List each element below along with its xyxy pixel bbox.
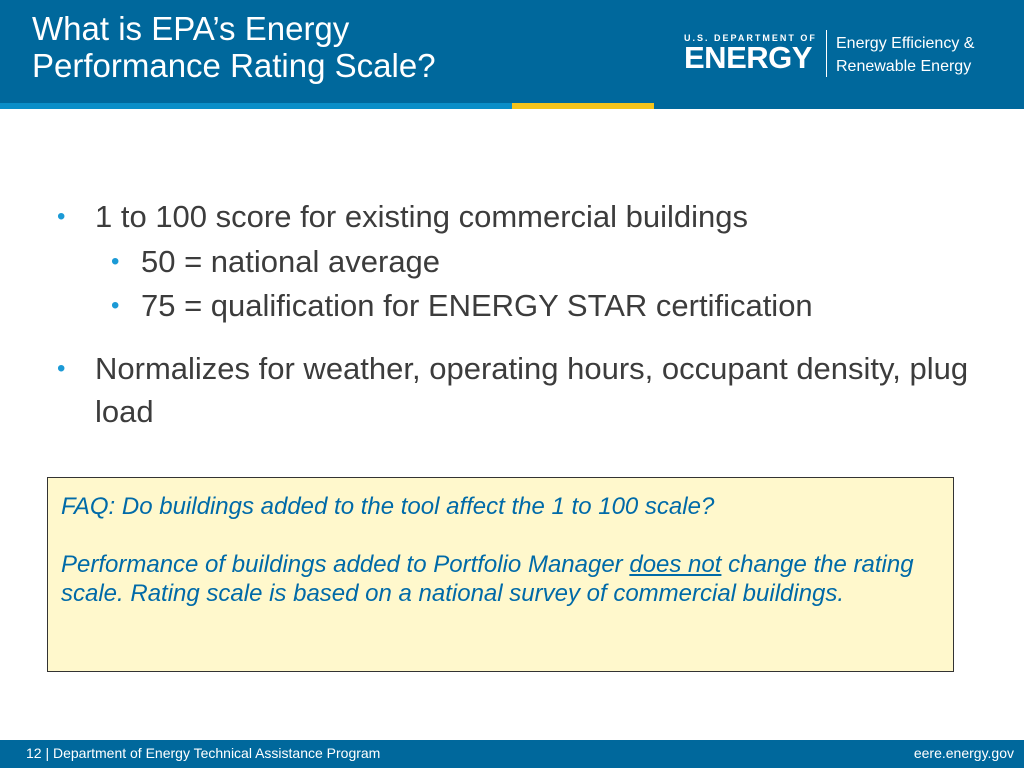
bullet-text: 50 = national average [141,244,441,279]
bullet-text: 1 to 100 score for existing commercial b… [95,199,749,234]
logo-office-name: Energy Efficiency & Renewable Energy [836,32,974,78]
faq-box: FAQ: Do buildings added to the tool affe… [47,477,954,672]
title-line-2: Performance Rating Scale? [32,47,436,84]
slide-header: What is EPA’s Energy Performance Rating … [0,0,1024,103]
footer-page-label: 12 | Department of Energy Technical Assi… [26,745,381,761]
page-title: What is EPA’s Energy Performance Rating … [32,10,592,84]
doe-eere-logo: U.S. DEPARTMENT OF ENERGY Energy Efficie… [684,30,1014,78]
accent-bar-blue-segment [0,103,512,109]
faq-answer: Performance of buildings added to Portfo… [61,550,946,608]
faq-answer-start: Performance of buildings added to Portfo… [61,551,630,578]
slide-footer: 12 | Department of Energy Technical Assi… [0,740,1024,768]
faq-answer-end: change the rating scale. Rating scale is… [61,551,914,607]
sub-bullet-energy-star: • 75 = qualification for ENERGY STAR cer… [111,284,991,327]
bullet-dot-icon: • [111,248,120,275]
bullet-normalizes: • Normalizes for weather, operating hour… [57,347,975,433]
logo-divider [826,30,827,77]
logo-office-line-2: Renewable Energy [836,58,972,75]
bullet-dot-icon: • [111,292,120,319]
bullet-text: Normalizes for weather, operating hours,… [95,351,969,429]
sub-bullet-national-average: • 50 = national average [111,240,961,283]
bullet-score-range: • 1 to 100 score for existing commercial… [57,195,975,238]
faq-answer-emphasis: does not [629,551,722,578]
bullet-dot-icon: • [57,355,66,382]
faq-question: FAQ: Do buildings added to the tool affe… [61,493,715,520]
header-accent-bar [0,103,1024,109]
bullet-dot-icon: • [57,203,66,230]
logo-energy-wordmark: ENERGY [684,40,812,75]
bullet-text: 75 = qualification for ENERGY STAR certi… [141,288,813,323]
footer-website: eere.energy.gov [913,745,1014,761]
accent-bar-yellow-segment [512,103,654,109]
title-line-1: What is EPA’s Energy [32,10,350,47]
logo-department-text: U.S. DEPARTMENT OF [684,33,817,43]
logo-office-line-1: Energy Efficiency & [836,35,975,52]
